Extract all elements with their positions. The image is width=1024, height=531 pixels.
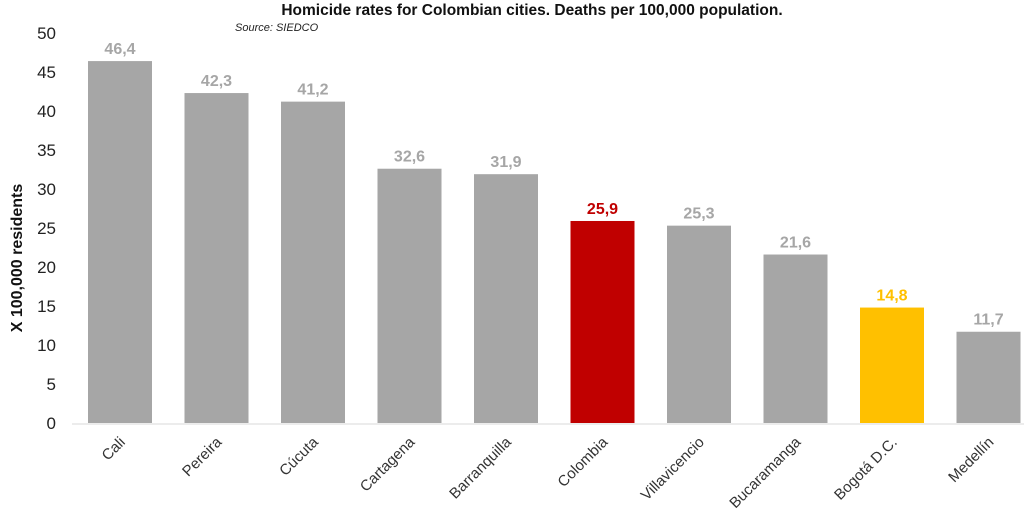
- x-tick-label: Medellín: [945, 434, 997, 486]
- y-tick-label: 45: [37, 63, 56, 82]
- y-tick-label: 0: [47, 414, 56, 433]
- data-label: 14,8: [876, 288, 907, 305]
- bar-villavicencio: [667, 225, 731, 423]
- data-label: 31,9: [490, 154, 521, 171]
- data-label: 25,3: [683, 206, 714, 223]
- x-tick-label: Villavicencio: [638, 434, 708, 504]
- bar-cali: [88, 61, 152, 423]
- bar-bogot-d-c-: [860, 307, 924, 423]
- x-tick-label: Cali: [99, 434, 129, 464]
- bar-bucaramanga: [763, 254, 828, 423]
- chart-subtitle: Source: SIEDCO: [235, 22, 319, 34]
- x-tick-label: Cúcuta: [276, 433, 322, 479]
- y-tick-label: 10: [37, 336, 56, 355]
- x-tick-label: Pereira: [179, 433, 226, 480]
- bar-c-cuta: [281, 101, 345, 423]
- bar-barranquilla: [474, 174, 538, 423]
- data-label: 41,2: [297, 82, 328, 99]
- data-label: 25,9: [587, 201, 618, 218]
- data-label: 32,6: [394, 149, 425, 166]
- y-tick-label: 30: [37, 180, 56, 199]
- y-tick-label: 20: [37, 258, 56, 277]
- y-tick-label: 35: [37, 141, 56, 160]
- y-tick-label: 15: [37, 297, 56, 316]
- x-tick-label: Bucaramanga: [726, 433, 805, 512]
- x-tick-label: Colombia: [554, 433, 611, 490]
- chart-title: Homicide rates for Colombian cities. Dea…: [281, 2, 783, 19]
- data-label: 11,7: [973, 312, 1003, 329]
- bar-pereira: [184, 93, 249, 423]
- x-tick-label: Cartagena: [357, 433, 419, 495]
- data-label: 21,6: [780, 235, 811, 252]
- bar-cartagena: [377, 168, 442, 423]
- y-tick-label: 40: [37, 102, 56, 121]
- y-tick-label: 5: [47, 375, 56, 394]
- data-label: 42,3: [201, 73, 232, 90]
- bar-colombia: [570, 220, 635, 423]
- data-label: 46,4: [104, 41, 135, 58]
- y-axis-label: X 100,000 residents: [9, 184, 26, 333]
- x-tick-label: Barranquilla: [446, 433, 515, 502]
- y-tick-label: 25: [37, 219, 56, 238]
- x-tick-label: Bogotá D.C.: [831, 434, 901, 504]
- y-tick-label: 50: [37, 24, 56, 43]
- bar-medell-n: [956, 331, 1021, 423]
